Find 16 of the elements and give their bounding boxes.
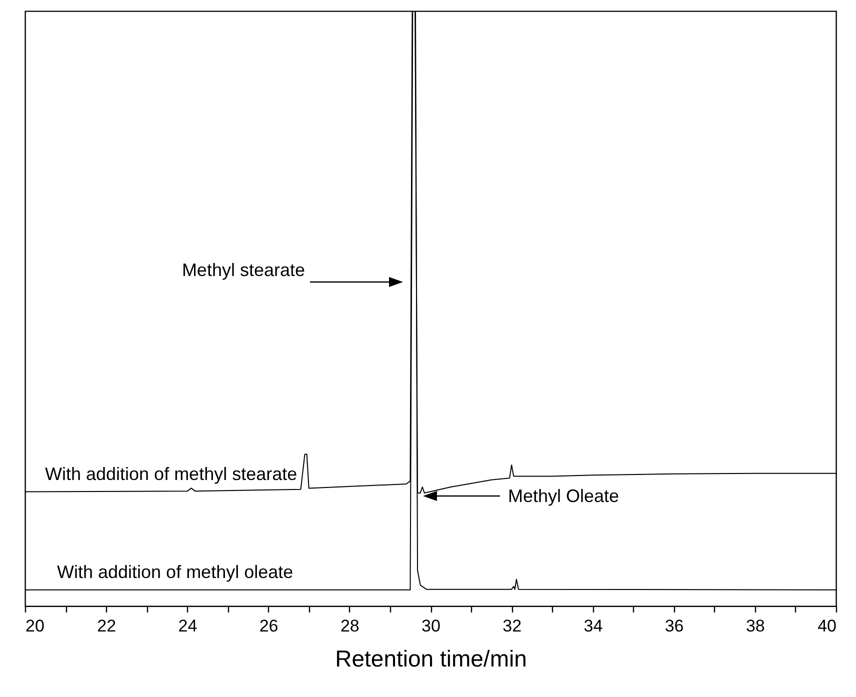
x-tick-label: 36 bbox=[664, 616, 684, 636]
x-axis-title: Retention time/min bbox=[335, 646, 527, 672]
x-tick-label: 26 bbox=[259, 616, 278, 636]
x-tick-label: 32 bbox=[502, 616, 522, 636]
x-tick-label: 30 bbox=[422, 616, 440, 636]
x-tick-label: 22 bbox=[97, 616, 116, 636]
x-tick-label: 40 bbox=[818, 616, 836, 636]
annotation: Methyl Oleate bbox=[508, 486, 620, 506]
x-tick-label: 38 bbox=[746, 616, 765, 636]
x-tick-label: 24 bbox=[178, 616, 198, 636]
x-tick-label: 34 bbox=[584, 616, 603, 636]
annotation: Methyl stearate bbox=[182, 260, 305, 280]
x-tick-label: 20 bbox=[26, 616, 44, 636]
x-tick-label: 28 bbox=[340, 616, 360, 636]
series-label: With addition of methyl stearate bbox=[45, 464, 298, 484]
series-label: With addition of methyl oleate bbox=[57, 562, 294, 582]
